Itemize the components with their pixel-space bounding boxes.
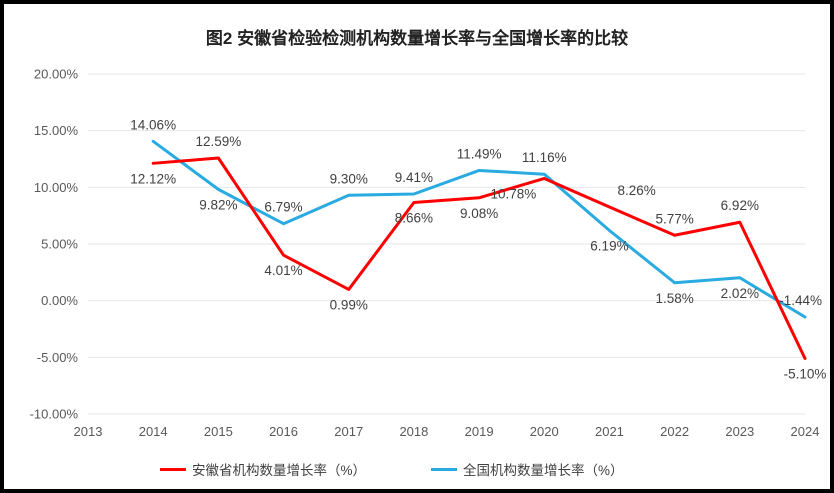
svg-text:0.00%: 0.00%	[41, 293, 78, 308]
svg-text:6.79%: 6.79%	[264, 200, 302, 215]
svg-text:2020: 2020	[530, 424, 559, 439]
svg-text:1.58%: 1.58%	[655, 291, 693, 306]
svg-text:2023: 2023	[725, 424, 754, 439]
svg-text:2017: 2017	[334, 424, 363, 439]
svg-text:-5.10%: -5.10%	[784, 366, 827, 381]
svg-text:2022: 2022	[660, 424, 689, 439]
svg-text:-10.00%: -10.00%	[30, 407, 79, 422]
svg-text:5.00%: 5.00%	[41, 237, 78, 252]
svg-text:2024: 2024	[791, 424, 820, 439]
svg-text:15.00%: 15.00%	[34, 123, 79, 138]
svg-text:2015: 2015	[204, 424, 233, 439]
svg-text:8.66%: 8.66%	[395, 211, 433, 226]
svg-text:9.30%: 9.30%	[330, 171, 368, 186]
svg-text:-5.00%: -5.00%	[37, 350, 79, 365]
svg-text:20.00%: 20.00%	[34, 67, 79, 82]
svg-text:6.92%: 6.92%	[721, 198, 759, 213]
svg-text:0.99%: 0.99%	[330, 297, 368, 312]
svg-text:6.19%: 6.19%	[590, 239, 628, 254]
svg-text:2014: 2014	[139, 424, 168, 439]
svg-text:11.16%: 11.16%	[522, 150, 567, 165]
svg-text:2016: 2016	[269, 424, 298, 439]
svg-text:9.08%: 9.08%	[460, 206, 498, 221]
svg-text:-1.44%: -1.44%	[779, 293, 822, 308]
svg-text:5.77%: 5.77%	[655, 211, 693, 226]
svg-text:9.82%: 9.82%	[199, 197, 237, 212]
svg-text:2013: 2013	[74, 424, 103, 439]
svg-text:4.01%: 4.01%	[264, 263, 302, 278]
svg-text:8.26%: 8.26%	[617, 183, 655, 198]
svg-text:10.00%: 10.00%	[34, 180, 79, 195]
svg-text:14.06%: 14.06%	[130, 117, 176, 132]
svg-text:2018: 2018	[399, 424, 428, 439]
svg-text:2019: 2019	[465, 424, 494, 439]
svg-text:12.59%: 12.59%	[195, 134, 241, 149]
svg-text:11.49%: 11.49%	[457, 146, 502, 161]
svg-text:9.41%: 9.41%	[395, 170, 433, 185]
svg-text:2021: 2021	[595, 424, 624, 439]
svg-text:10.78%: 10.78%	[490, 186, 536, 201]
svg-text:12.12%: 12.12%	[130, 171, 176, 186]
svg-text:2.02%: 2.02%	[721, 286, 759, 301]
